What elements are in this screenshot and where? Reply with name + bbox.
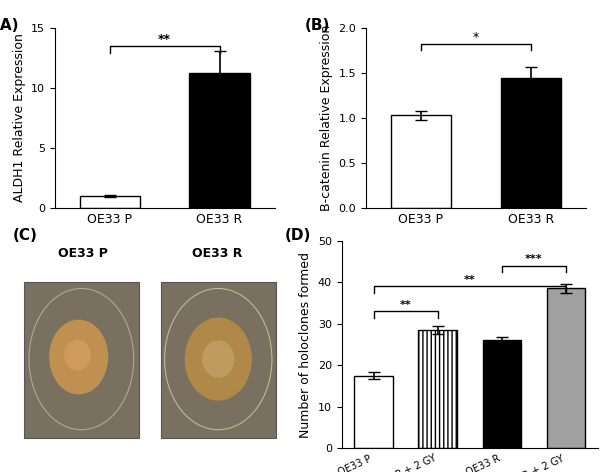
Ellipse shape bbox=[64, 339, 91, 371]
Y-axis label: Number of holoclones formed: Number of holoclones formed bbox=[299, 252, 312, 438]
Text: **: ** bbox=[158, 33, 171, 46]
Y-axis label: B-catenin Relative Expression: B-catenin Relative Expression bbox=[320, 25, 333, 211]
Text: (B): (B) bbox=[304, 17, 330, 33]
Ellipse shape bbox=[81, 355, 92, 365]
Ellipse shape bbox=[80, 351, 93, 363]
Ellipse shape bbox=[185, 318, 252, 401]
Text: (A): (A) bbox=[0, 17, 19, 33]
Bar bbox=[354, 376, 393, 448]
Ellipse shape bbox=[49, 320, 108, 395]
Text: **: ** bbox=[400, 300, 412, 310]
Text: (D): (D) bbox=[285, 228, 312, 243]
Bar bbox=[390, 115, 451, 208]
Text: (C): (C) bbox=[13, 228, 38, 243]
Ellipse shape bbox=[202, 340, 234, 378]
Text: ***: *** bbox=[525, 254, 542, 264]
Ellipse shape bbox=[64, 351, 77, 363]
Ellipse shape bbox=[70, 358, 80, 369]
FancyBboxPatch shape bbox=[160, 282, 276, 438]
Bar bbox=[483, 340, 521, 448]
FancyBboxPatch shape bbox=[24, 282, 139, 438]
Ellipse shape bbox=[71, 359, 87, 367]
Text: *: * bbox=[473, 31, 479, 43]
Text: OE33 R: OE33 R bbox=[192, 247, 242, 260]
Text: **: ** bbox=[464, 275, 476, 285]
Ellipse shape bbox=[65, 349, 76, 359]
Bar bbox=[189, 73, 249, 208]
Bar bbox=[547, 288, 585, 448]
Bar bbox=[79, 196, 140, 208]
Bar bbox=[418, 330, 457, 448]
Ellipse shape bbox=[71, 346, 87, 355]
Ellipse shape bbox=[77, 346, 88, 356]
Y-axis label: ALDH1 Relative Expression: ALDH1 Relative Expression bbox=[13, 34, 26, 202]
Text: OE33 P: OE33 P bbox=[58, 247, 107, 260]
Bar bbox=[500, 77, 561, 208]
